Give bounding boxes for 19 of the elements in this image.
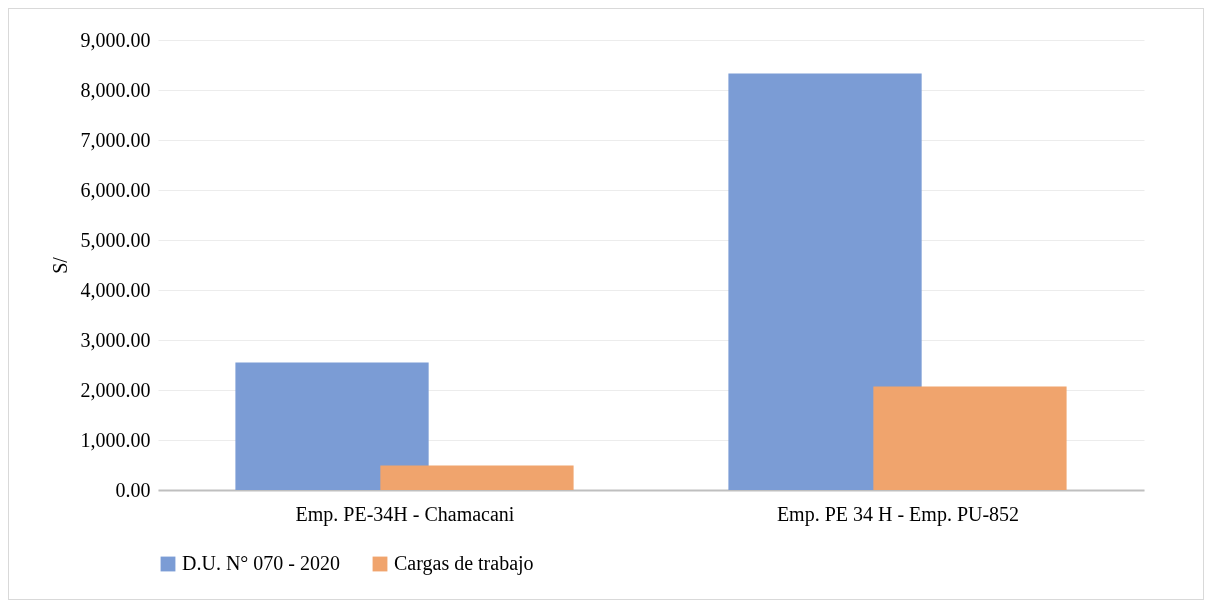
y-tick-label: 2,000.00 bbox=[80, 378, 151, 401]
y-tick-label: 0.00 bbox=[115, 478, 151, 501]
x-tick-label: Emp. PE-34H - Chamacani bbox=[295, 502, 515, 526]
legend-label: Cargas de trabajo bbox=[394, 552, 534, 575]
y-axis-title: S/ bbox=[48, 256, 71, 274]
y-tick-label: 8,000.00 bbox=[80, 78, 151, 101]
bar bbox=[873, 386, 1067, 490]
bar bbox=[380, 465, 574, 490]
y-tick-label: 7,000.00 bbox=[80, 128, 151, 151]
y-tick-label: 4,000.00 bbox=[80, 278, 151, 301]
y-tick-label: 3,000.00 bbox=[80, 328, 151, 351]
y-tick-label: 6,000.00 bbox=[80, 178, 151, 201]
bar bbox=[235, 362, 429, 490]
legend-label: D.U. N° 070 - 2020 bbox=[182, 552, 340, 574]
y-tick-label: 1,000.00 bbox=[80, 428, 151, 451]
y-tick-label: 9,000.00 bbox=[80, 28, 151, 51]
y-tick-label: 5,000.00 bbox=[80, 228, 151, 251]
x-tick-label: Emp. PE 34 H - Emp. PU-852 bbox=[776, 502, 1020, 526]
bar bbox=[728, 73, 922, 490]
